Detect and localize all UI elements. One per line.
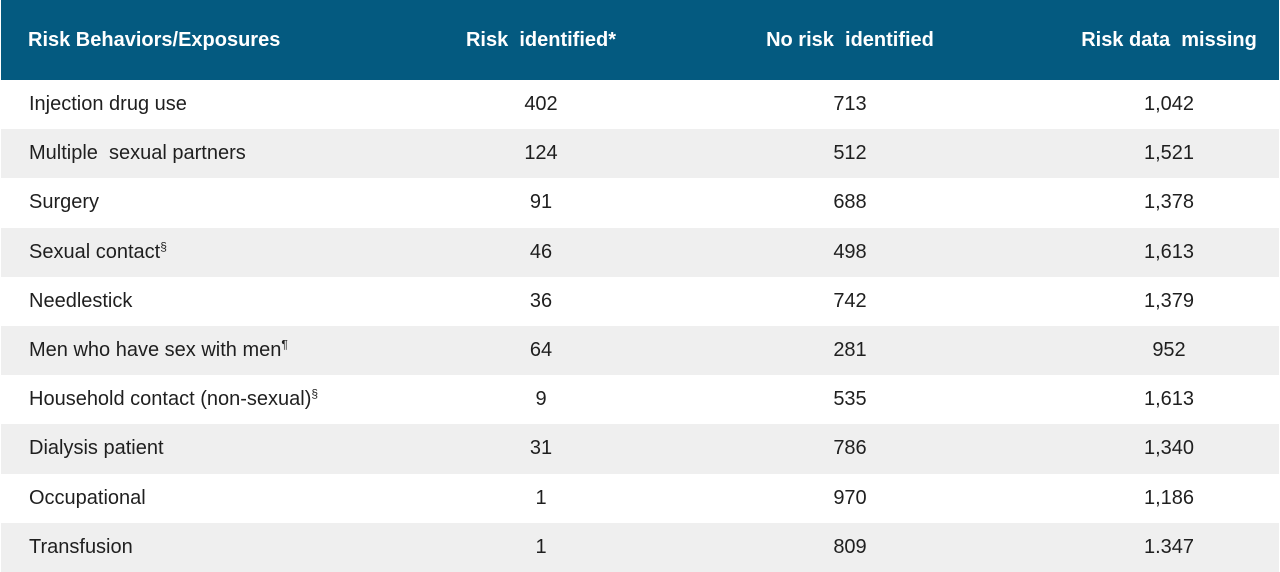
row-label: Multiple sexual partners	[1, 129, 441, 178]
table-row: Occupational 1 970 1,186	[1, 473, 1279, 523]
cell-risk-identified: 31	[529, 437, 553, 460]
cell-risk-data-missing: 1,521	[1143, 142, 1195, 165]
cell-risk-identified: 124	[524, 142, 558, 165]
table-header-row: Risk Behaviors/Exposures Risk identified…	[1, 0, 1279, 80]
cell-no-risk-identified: 713	[833, 93, 867, 116]
row-label-text: Dialysis patient	[29, 437, 164, 460]
table-row: Dialysis patient 31 786 1,340	[1, 424, 1279, 474]
row-label: Dialysis patient	[1, 424, 441, 473]
cell-no-risk-identified: 281	[833, 339, 867, 362]
row-label: Transfusion	[1, 523, 441, 572]
cell-no-risk-identified: 970	[833, 486, 867, 509]
cell-risk-data-missing: 1,378	[1143, 191, 1195, 214]
row-label-text: Occupational	[29, 486, 146, 509]
header-no-risk-identified: No risk identified	[766, 28, 934, 51]
cell-risk-data-missing: 952	[1152, 339, 1186, 362]
row-label-text: Transfusion	[29, 535, 133, 558]
cell-risk-identified: 1	[535, 535, 547, 558]
cell-no-risk-identified: 688	[833, 191, 867, 214]
cell-risk-identified: 402	[524, 93, 558, 116]
row-label: Sexual contact§	[1, 228, 441, 277]
cell-no-risk-identified: 535	[833, 388, 867, 411]
cell-risk-data-missing: 1,186	[1143, 486, 1195, 509]
row-label-text: Needlestick	[29, 289, 133, 312]
row-label-text: Multiple sexual partners	[29, 142, 246, 165]
cell-no-risk-identified: 512	[833, 142, 867, 165]
cell-risk-identified: 91	[529, 191, 553, 214]
cell-risk-data-missing: 1,613	[1143, 388, 1195, 411]
cell-risk-identified: 46	[529, 240, 553, 263]
table-row: Men who have sex with men¶ 64 281 952	[1, 325, 1279, 376]
row-label: Men who have sex with men¶	[1, 326, 441, 375]
table-row: Surgery 91 688 1,378	[1, 178, 1279, 228]
cell-no-risk-identified: 809	[833, 535, 867, 558]
footnote-mark: ¶	[281, 337, 288, 352]
row-label: Occupational	[1, 474, 441, 523]
row-label: Household contact (non-sexual)§	[1, 375, 441, 424]
cell-no-risk-identified: 786	[833, 437, 867, 460]
cell-risk-identified: 9	[535, 388, 547, 411]
row-label-text: Surgery	[29, 191, 100, 214]
row-label-text: Men who have sex with men	[29, 339, 282, 362]
row-label: Surgery	[1, 178, 441, 227]
cell-risk-data-missing: 1,340	[1143, 437, 1195, 460]
header-risk-identified: Risk identified*	[465, 28, 617, 51]
row-label: Needlestick	[1, 277, 441, 326]
footnote-mark: §	[311, 386, 319, 401]
table-row: Needlestick 36 742 1,379	[1, 276, 1279, 326]
cell-risk-data-missing: 1.347	[1143, 535, 1195, 558]
table-row: Transfusion 1 809 1.347	[1, 522, 1279, 572]
footnote-mark: §	[160, 239, 167, 253]
header-risk-data-missing: Risk data missing	[1081, 28, 1257, 51]
header-risk-behaviors: Risk Behaviors/Exposures	[28, 28, 281, 51]
table-body: Injection drug use 402 713 1,042 Multipl…	[1, 80, 1279, 572]
cell-risk-identified: 64	[529, 339, 553, 362]
row-label-text: Household contact (non-sexual)	[29, 388, 312, 411]
row-label: Injection drug use	[1, 80, 441, 129]
row-label-text: Sexual contact	[29, 240, 161, 263]
cell-risk-identified: 36	[529, 289, 553, 312]
table-row: Sexual contact§ 46 498 1,613	[1, 227, 1279, 277]
table-row: Injection drug use 402 713 1,042	[1, 80, 1279, 130]
table-row: Multiple sexual partners 124 512 1,521	[1, 129, 1279, 179]
cell-risk-identified: 1	[535, 486, 547, 509]
cell-risk-data-missing: 1,613	[1143, 240, 1195, 263]
cell-no-risk-identified: 498	[833, 240, 867, 263]
row-label-text: Injection drug use	[29, 93, 187, 116]
cell-no-risk-identified: 742	[833, 289, 867, 312]
table-row: Household contact (non-sexual)§ 9 535 1,…	[1, 375, 1279, 425]
cell-risk-data-missing: 1,379	[1143, 289, 1195, 312]
cell-risk-data-missing: 1,042	[1143, 93, 1195, 116]
